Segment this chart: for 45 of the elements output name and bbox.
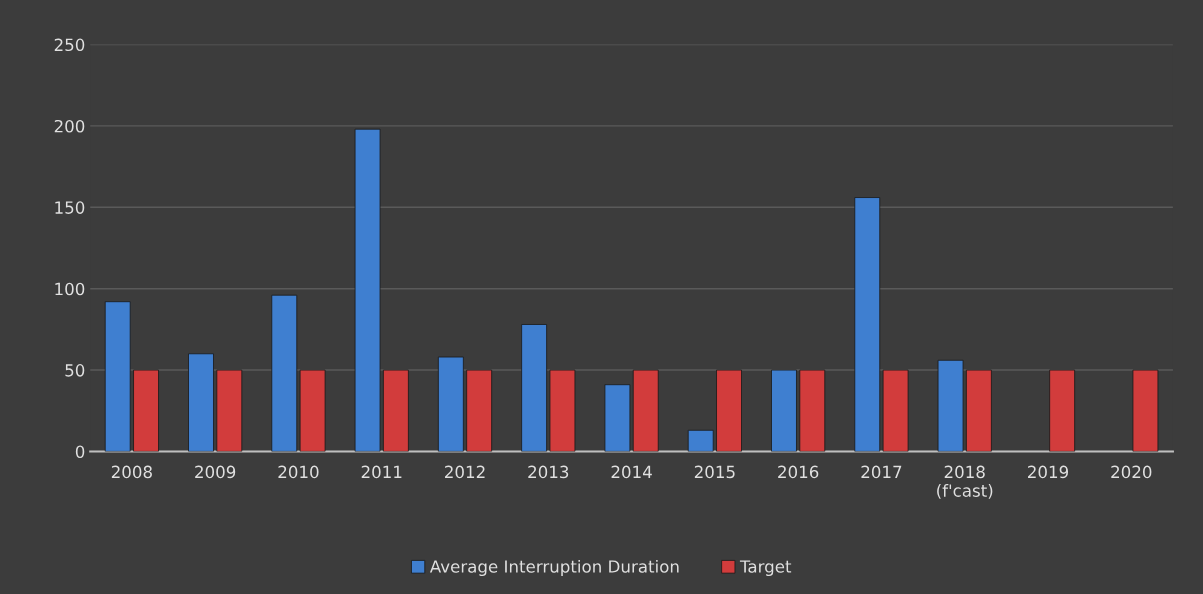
x-tick-label: 2017 — [861, 465, 902, 479]
legend-label: Target — [739, 560, 792, 577]
bar — [549, 369, 576, 452]
y-tick-label: 250 — [54, 38, 85, 52]
bar — [216, 369, 243, 452]
bar — [354, 128, 381, 452]
bar — [604, 384, 631, 452]
bar — [632, 369, 659, 452]
x-tick-label: 2013 — [528, 465, 569, 479]
bar — [521, 324, 548, 452]
x-tick-label: 2020 — [1111, 465, 1152, 479]
bar — [1049, 369, 1076, 452]
bar — [188, 353, 214, 452]
x-tick-label: 2010 — [278, 465, 319, 479]
bar — [771, 369, 797, 452]
bar — [133, 369, 159, 452]
bar — [437, 356, 464, 452]
bar — [799, 369, 826, 452]
x-tick-label: 2018 (f'cast) — [937, 465, 993, 499]
x-tick-label: 2012 — [445, 465, 485, 479]
y-tick-label: 200 — [54, 119, 85, 133]
y-tick-label: 50 — [65, 364, 85, 377]
y-tick-label: 150 — [55, 201, 85, 214]
bar — [299, 369, 326, 452]
bar — [1132, 369, 1159, 452]
bar — [716, 369, 742, 452]
x-tick-label: 2009 — [195, 465, 236, 479]
y-tick-label: 100 — [55, 282, 85, 296]
bar — [937, 359, 964, 452]
bar — [382, 369, 409, 452]
y-tick-label: 0 — [75, 445, 85, 459]
bar — [104, 301, 131, 452]
bar — [965, 369, 992, 452]
legend-label: Average Interruption Duration — [429, 559, 679, 577]
x-tick-label: 2014 — [611, 465, 652, 479]
bar — [466, 369, 493, 452]
x-tick-label: 2015 — [694, 465, 735, 479]
x-tick-label: 2011 — [361, 465, 402, 479]
bar — [687, 429, 714, 452]
x-tick-label: 2016 — [778, 465, 819, 479]
x-tick-label: 2008 — [111, 465, 152, 479]
bar — [271, 294, 298, 452]
bar — [854, 197, 881, 452]
bar — [882, 369, 909, 452]
x-tick-label: 2019 — [1028, 465, 1069, 479]
